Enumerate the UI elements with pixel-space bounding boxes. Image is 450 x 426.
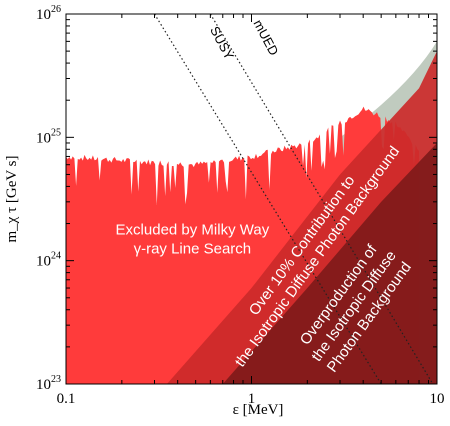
y-tick-label: 1026 <box>36 4 61 23</box>
y-tick-exponent: 25 <box>51 127 61 138</box>
susy-label: SUSY <box>207 24 237 63</box>
plot-area <box>66 14 437 384</box>
y-tick-exponent: 24 <box>51 251 61 262</box>
x-tick-label: 1 <box>248 391 256 407</box>
y-tick-exponent: 26 <box>51 4 61 15</box>
x-tick-label: 10 <box>430 391 445 407</box>
x-tick-label: 0.1 <box>57 391 76 407</box>
y-tick-base: 10 <box>36 377 51 393</box>
isotropic-overproduction-region <box>222 142 437 384</box>
y-tick-label: 1024 <box>36 251 61 270</box>
y-tick-base: 10 <box>36 130 51 146</box>
x-axis-title: ε [MeV] <box>233 402 284 418</box>
susy-line <box>153 14 382 384</box>
y-tick-label: 1023 <box>36 374 61 393</box>
y-tick-base: 10 <box>36 7 51 23</box>
y-tick-exponent: 23 <box>51 374 61 385</box>
y-axis-title: m_χ τ [GeV s] <box>4 156 20 243</box>
mued-label: mUED <box>250 17 281 58</box>
y-tick-base: 10 <box>36 254 51 270</box>
y-tick-label: 1025 <box>36 127 61 146</box>
x-axis: 0.1 1 10 <box>57 14 445 407</box>
milky-way-label-line: Excluded by Milky Way <box>116 221 270 238</box>
milky-way-label-line: γ-ray Line Search <box>134 240 252 257</box>
milky-way-label: Excluded by Milky Way γ-ray Line Search <box>116 221 270 257</box>
